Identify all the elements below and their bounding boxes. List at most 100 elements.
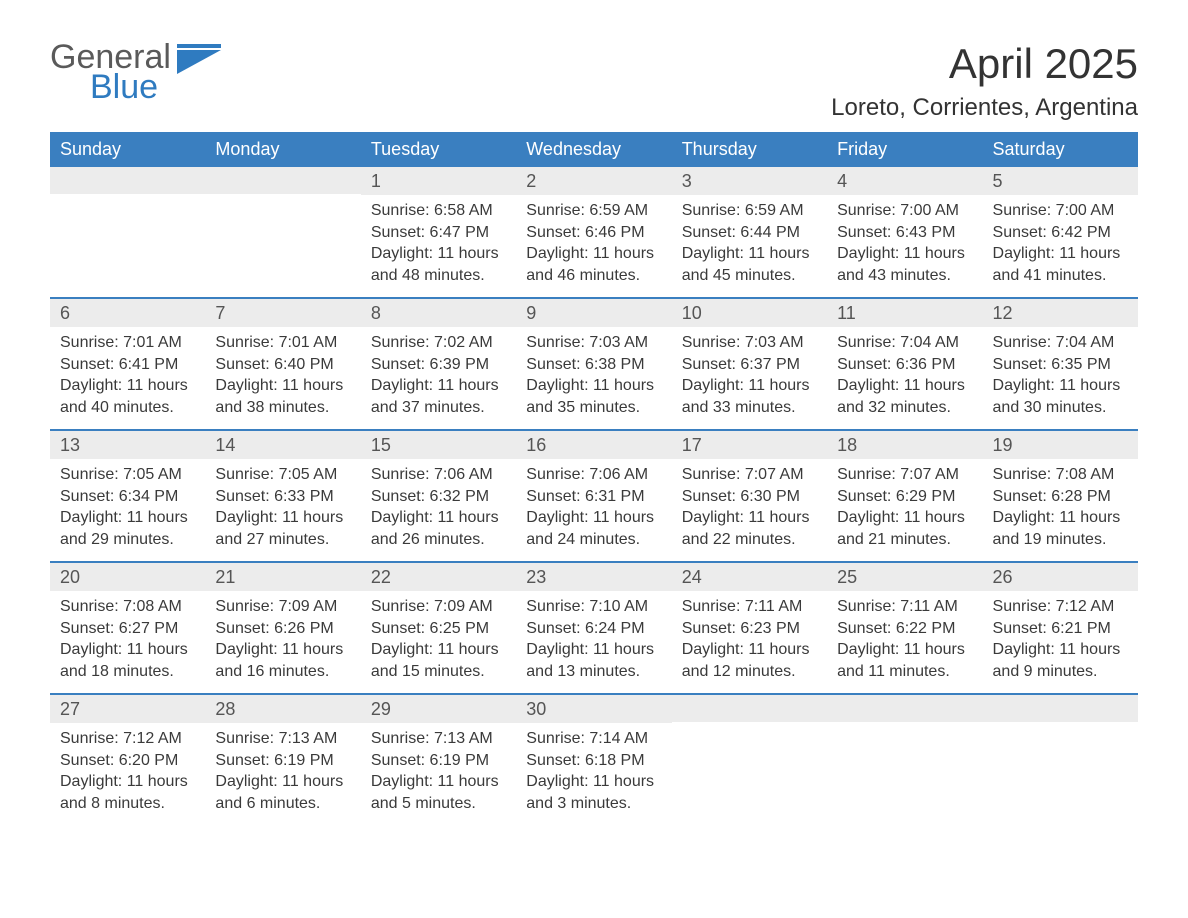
dayname-wednesday: Wednesday: [516, 132, 671, 167]
calendar-cell: 27Sunrise: 7:12 AMSunset: 6:20 PMDayligh…: [50, 695, 205, 825]
day-number: 21: [205, 563, 360, 591]
sunrise-text: Sunrise: 7:03 AM: [526, 332, 661, 354]
day-number: 9: [516, 299, 671, 327]
calendar-cell: 8Sunrise: 7:02 AMSunset: 6:39 PMDaylight…: [361, 299, 516, 429]
day-number: 30: [516, 695, 671, 723]
sunrise-text: Sunrise: 7:08 AM: [993, 464, 1128, 486]
calendar-cell: [827, 695, 982, 825]
calendar-cell: 1Sunrise: 6:58 AMSunset: 6:47 PMDaylight…: [361, 167, 516, 297]
day-details: Sunrise: 7:02 AMSunset: 6:39 PMDaylight:…: [361, 327, 516, 426]
sunrise-text: Sunrise: 7:11 AM: [682, 596, 817, 618]
day-details: Sunrise: 7:05 AMSunset: 6:33 PMDaylight:…: [205, 459, 360, 558]
day-details: Sunrise: 7:01 AMSunset: 6:41 PMDaylight:…: [50, 327, 205, 426]
day-number: 19: [983, 431, 1138, 459]
calendar-week: 1Sunrise: 6:58 AMSunset: 6:47 PMDaylight…: [50, 167, 1138, 297]
calendar-cell: 20Sunrise: 7:08 AMSunset: 6:27 PMDayligh…: [50, 563, 205, 693]
calendar-cell: 10Sunrise: 7:03 AMSunset: 6:37 PMDayligh…: [672, 299, 827, 429]
calendar-cell: 18Sunrise: 7:07 AMSunset: 6:29 PMDayligh…: [827, 431, 982, 561]
calendar-day-header: Sunday Monday Tuesday Wednesday Thursday…: [50, 132, 1138, 167]
sunset-text: Sunset: 6:33 PM: [215, 486, 350, 508]
calendar-week: 6Sunrise: 7:01 AMSunset: 6:41 PMDaylight…: [50, 297, 1138, 429]
day-number: 26: [983, 563, 1138, 591]
day-number: 4: [827, 167, 982, 195]
day-number: 14: [205, 431, 360, 459]
sunrise-text: Sunrise: 7:14 AM: [526, 728, 661, 750]
daylight-text: Daylight: 11 hours and 48 minutes.: [371, 243, 506, 286]
sunrise-text: Sunrise: 7:05 AM: [60, 464, 195, 486]
day-number: [50, 167, 205, 194]
calendar-cell: 21Sunrise: 7:09 AMSunset: 6:26 PMDayligh…: [205, 563, 360, 693]
day-details: Sunrise: 6:59 AMSunset: 6:46 PMDaylight:…: [516, 195, 671, 294]
day-number: 29: [361, 695, 516, 723]
day-number: 16: [516, 431, 671, 459]
sunrise-text: Sunrise: 6:58 AM: [371, 200, 506, 222]
dayname-tuesday: Tuesday: [361, 132, 516, 167]
sunrise-text: Sunrise: 7:05 AM: [215, 464, 350, 486]
dayname-sunday: Sunday: [50, 132, 205, 167]
daylight-text: Daylight: 11 hours and 30 minutes.: [993, 375, 1128, 418]
sunset-text: Sunset: 6:28 PM: [993, 486, 1128, 508]
calendar-cell: 29Sunrise: 7:13 AMSunset: 6:19 PMDayligh…: [361, 695, 516, 825]
calendar-cell: 23Sunrise: 7:10 AMSunset: 6:24 PMDayligh…: [516, 563, 671, 693]
sunrise-text: Sunrise: 7:07 AM: [682, 464, 817, 486]
day-details: Sunrise: 7:06 AMSunset: 6:32 PMDaylight:…: [361, 459, 516, 558]
daylight-text: Daylight: 11 hours and 13 minutes.: [526, 639, 661, 682]
calendar-cell: 2Sunrise: 6:59 AMSunset: 6:46 PMDaylight…: [516, 167, 671, 297]
sunrise-text: Sunrise: 7:03 AM: [682, 332, 817, 354]
day-number: [827, 695, 982, 722]
calendar-cell: 7Sunrise: 7:01 AMSunset: 6:40 PMDaylight…: [205, 299, 360, 429]
sunset-text: Sunset: 6:19 PM: [371, 750, 506, 772]
sunrise-text: Sunrise: 7:09 AM: [371, 596, 506, 618]
day-details: Sunrise: 7:10 AMSunset: 6:24 PMDaylight:…: [516, 591, 671, 690]
calendar-cell: 19Sunrise: 7:08 AMSunset: 6:28 PMDayligh…: [983, 431, 1138, 561]
calendar-cell: 15Sunrise: 7:06 AMSunset: 6:32 PMDayligh…: [361, 431, 516, 561]
weeks-container: 1Sunrise: 6:58 AMSunset: 6:47 PMDaylight…: [50, 167, 1138, 825]
sunset-text: Sunset: 6:21 PM: [993, 618, 1128, 640]
daylight-text: Daylight: 11 hours and 38 minutes.: [215, 375, 350, 418]
sunset-text: Sunset: 6:29 PM: [837, 486, 972, 508]
day-details: Sunrise: 7:04 AMSunset: 6:35 PMDaylight:…: [983, 327, 1138, 426]
daylight-text: Daylight: 11 hours and 32 minutes.: [837, 375, 972, 418]
dayname-monday: Monday: [205, 132, 360, 167]
day-details: Sunrise: 7:12 AMSunset: 6:21 PMDaylight:…: [983, 591, 1138, 690]
day-number: 8: [361, 299, 516, 327]
calendar: Sunday Monday Tuesday Wednesday Thursday…: [50, 132, 1138, 825]
calendar-cell: 22Sunrise: 7:09 AMSunset: 6:25 PMDayligh…: [361, 563, 516, 693]
daylight-text: Daylight: 11 hours and 24 minutes.: [526, 507, 661, 550]
sunset-text: Sunset: 6:41 PM: [60, 354, 195, 376]
day-number: 20: [50, 563, 205, 591]
daylight-text: Daylight: 11 hours and 22 minutes.: [682, 507, 817, 550]
sunset-text: Sunset: 6:19 PM: [215, 750, 350, 772]
calendar-cell: 6Sunrise: 7:01 AMSunset: 6:41 PMDaylight…: [50, 299, 205, 429]
day-number: 13: [50, 431, 205, 459]
calendar-cell: 12Sunrise: 7:04 AMSunset: 6:35 PMDayligh…: [983, 299, 1138, 429]
day-details: Sunrise: 7:09 AMSunset: 6:25 PMDaylight:…: [361, 591, 516, 690]
day-number: 2: [516, 167, 671, 195]
sunrise-text: Sunrise: 7:00 AM: [993, 200, 1128, 222]
calendar-cell: 14Sunrise: 7:05 AMSunset: 6:33 PMDayligh…: [205, 431, 360, 561]
logo: General Blue: [50, 40, 221, 104]
sunset-text: Sunset: 6:42 PM: [993, 222, 1128, 244]
day-number: 12: [983, 299, 1138, 327]
day-details: Sunrise: 7:08 AMSunset: 6:27 PMDaylight:…: [50, 591, 205, 690]
day-number: [205, 167, 360, 194]
calendar-cell: 3Sunrise: 6:59 AMSunset: 6:44 PMDaylight…: [672, 167, 827, 297]
day-number: 6: [50, 299, 205, 327]
daylight-text: Daylight: 11 hours and 46 minutes.: [526, 243, 661, 286]
daylight-text: Daylight: 11 hours and 15 minutes.: [371, 639, 506, 682]
sunset-text: Sunset: 6:47 PM: [371, 222, 506, 244]
sunrise-text: Sunrise: 7:13 AM: [371, 728, 506, 750]
day-details: Sunrise: 7:12 AMSunset: 6:20 PMDaylight:…: [50, 723, 205, 822]
sunset-text: Sunset: 6:32 PM: [371, 486, 506, 508]
calendar-week: 13Sunrise: 7:05 AMSunset: 6:34 PMDayligh…: [50, 429, 1138, 561]
calendar-cell: 5Sunrise: 7:00 AMSunset: 6:42 PMDaylight…: [983, 167, 1138, 297]
sunset-text: Sunset: 6:30 PM: [682, 486, 817, 508]
sunrise-text: Sunrise: 6:59 AM: [526, 200, 661, 222]
sunrise-text: Sunrise: 7:06 AM: [371, 464, 506, 486]
day-details: Sunrise: 7:11 AMSunset: 6:22 PMDaylight:…: [827, 591, 982, 690]
daylight-text: Daylight: 11 hours and 45 minutes.: [682, 243, 817, 286]
sunrise-text: Sunrise: 7:02 AM: [371, 332, 506, 354]
sunset-text: Sunset: 6:37 PM: [682, 354, 817, 376]
day-number: 11: [827, 299, 982, 327]
day-number: 28: [205, 695, 360, 723]
